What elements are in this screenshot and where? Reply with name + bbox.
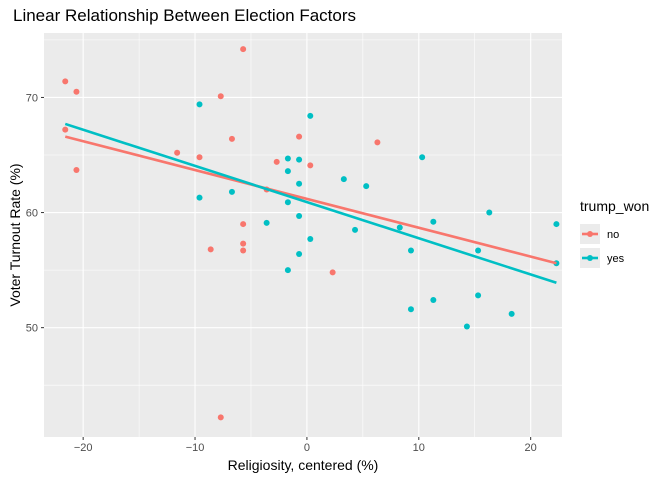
point-no [73,166,80,173]
point-no [196,154,203,161]
point-no [240,247,247,254]
point-yes [407,306,414,313]
point-no [240,240,247,247]
point-yes [475,247,482,254]
point-no [207,246,214,253]
data-points [62,46,560,421]
y-axis-title: Voter Turnout Rate (%) [7,163,23,306]
point-yes [363,183,370,190]
y-tick-label: 70 [26,92,38,104]
x-tick-label: 10 [413,442,425,454]
point-yes [340,176,347,183]
trend-line-yes [64,122,557,285]
point-yes [475,292,482,299]
point-yes [396,224,403,231]
point-yes [407,247,414,254]
x-tick-label: −20 [74,442,93,454]
point-yes [284,155,291,162]
x-tick-label: −10 [186,442,205,454]
y-tick-label: 50 [26,323,38,335]
plot-panel [44,33,562,437]
point-no [217,414,224,421]
point-yes [296,156,303,163]
point-yes [196,194,203,201]
point-no [240,46,247,53]
x-tick-label: 20 [525,442,537,454]
point-yes [419,154,426,161]
point-no [329,269,336,276]
point-yes [284,199,291,206]
point-yes [463,323,470,330]
point-yes [296,250,303,257]
point-no [62,126,69,133]
legend-key-point-yes [587,255,593,261]
chart-title: Linear Relationship Between Election Fac… [13,6,356,25]
x-axis: −20 −10 0 10 20 [74,437,537,454]
point-yes [486,209,493,216]
x-tick-label: 0 [304,442,310,454]
point-yes [263,219,270,226]
point-no [217,93,224,100]
point-yes [430,297,437,304]
point-yes [307,236,314,243]
point-no [374,139,381,146]
point-yes [196,101,203,108]
grid-minor [44,33,562,437]
point-no [240,221,247,228]
trend-lines [64,122,557,285]
grid-major [44,33,562,437]
point-yes [553,221,560,228]
legend-title: trump_won [580,198,649,214]
point-no [307,162,314,169]
point-yes [284,267,291,274]
point-yes [352,226,359,233]
y-axis: 50 60 70 [26,92,44,335]
point-yes [296,180,303,187]
legend-label-no: no [607,229,619,241]
point-yes [430,218,437,225]
point-yes [307,112,314,119]
point-yes [284,168,291,175]
point-yes [508,310,515,317]
legend-key-point-no [587,231,593,237]
point-no [296,133,303,140]
trend-line-no [64,135,557,265]
legend: trump_won no yes [580,198,649,268]
x-axis-title: Religiosity, centered (%) [228,457,379,473]
point-yes [228,188,235,195]
y-tick-label: 60 [26,208,38,220]
legend-label-yes: yes [607,253,625,265]
point-no [228,135,235,142]
point-no [273,158,280,165]
point-yes [296,213,303,220]
point-no [174,149,181,156]
point-no [62,78,69,85]
point-no [73,88,80,95]
